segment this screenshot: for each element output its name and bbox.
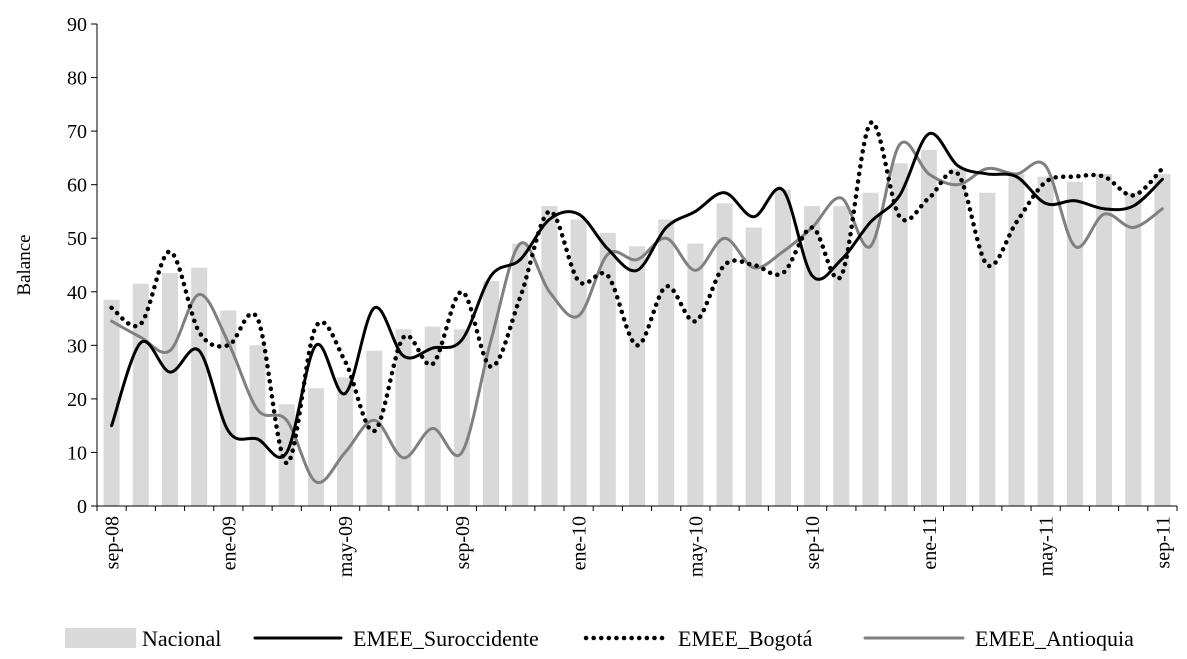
x-tick-label: ene-11 [919, 516, 941, 570]
bar-nacional [716, 203, 733, 506]
lines-layer [109, 120, 1165, 485]
bar-nacional [1037, 176, 1054, 506]
legend: Nacional EMEE_Suroccidente EMEE_Bogotá EMEE… [65, 626, 1134, 651]
bar-nacional [161, 273, 178, 506]
legend-label: EMEE_Bogotá [678, 626, 813, 651]
bar-nacional [191, 267, 208, 506]
bar-nacional [950, 168, 967, 506]
bar-nacional [1154, 173, 1171, 506]
legend-label: EMEE_Suroccidente [353, 626, 539, 651]
legend-swatch-nacional [65, 628, 136, 648]
x-tick-label: sep-10 [802, 516, 824, 569]
y-tick-label: 30 [67, 335, 87, 357]
y-tick-label: 40 [67, 282, 87, 304]
x-tick-label: ene-09 [218, 516, 240, 570]
bar-nacional [833, 206, 850, 507]
bar-nacional [658, 219, 675, 506]
x-tick-label: sep-11 [1152, 516, 1174, 569]
y-tick-label: 10 [67, 442, 87, 464]
bar-nacional [541, 206, 558, 507]
legend-label: Nacional [142, 626, 221, 651]
bar-nacional [424, 326, 441, 506]
bar-nacional [307, 388, 324, 506]
bar-nacional [103, 299, 120, 506]
bar-nacional [366, 350, 383, 506]
y-tick-label: 80 [67, 68, 87, 90]
bar-nacional [687, 243, 704, 507]
bar-nacional [891, 163, 908, 506]
bar-nacional [628, 246, 646, 506]
y-tick-label: 50 [67, 228, 87, 250]
bar-nacional [512, 243, 529, 507]
axes-layer [96, 24, 1177, 507]
bar-nacional [453, 329, 470, 506]
bar-nacional [395, 329, 412, 506]
line-emee-antioquia [110, 140, 1164, 485]
y-tick-label: 70 [67, 121, 87, 143]
y-ticks: 0 10 20 30 40 50 60 70 80 90 [67, 14, 97, 518]
line-emee-bogot- [109, 120, 1165, 466]
bar-nacional [599, 232, 616, 506]
y-tick-label: 90 [67, 14, 87, 36]
y-tick-label: 60 [67, 175, 87, 197]
x-tick-label: may-11 [1036, 516, 1058, 576]
bar-nacional [804, 206, 821, 507]
line-emee-suroccidente [110, 131, 1164, 459]
bar-nacional [570, 219, 587, 506]
legend-label: EMEE_Antioquia [975, 626, 1134, 651]
bar-nacional [249, 345, 266, 506]
bar-nacional [1096, 173, 1113, 506]
bar-nacional [483, 281, 500, 506]
x-ticks: sep-08 ene-09 may-09 sep-09 ene-10 may-10 sep-… [96, 506, 1178, 577]
bar-nacional [1125, 192, 1142, 506]
bar-nacional [1066, 181, 1083, 506]
bars-layer [103, 149, 1171, 507]
y-tick-label: 20 [67, 389, 87, 411]
bar-nacional [220, 310, 237, 506]
x-tick-label: sep-09 [452, 516, 474, 569]
y-axis-title: Balance [14, 234, 35, 295]
bar-nacional [862, 192, 879, 506]
bar-nacional [920, 149, 937, 506]
bar-nacional [337, 377, 354, 506]
x-tick-label: sep-08 [102, 516, 124, 569]
x-tick-label: ene-10 [569, 516, 591, 570]
bar-nacional [1008, 173, 1025, 506]
x-tick-label: may-09 [335, 516, 357, 577]
y-tick-label: 0 [77, 496, 87, 518]
bar-nacional [774, 190, 791, 506]
bar-nacional [979, 192, 996, 506]
bar-nacional [745, 227, 762, 506]
x-tick-label: may-10 [685, 516, 707, 577]
